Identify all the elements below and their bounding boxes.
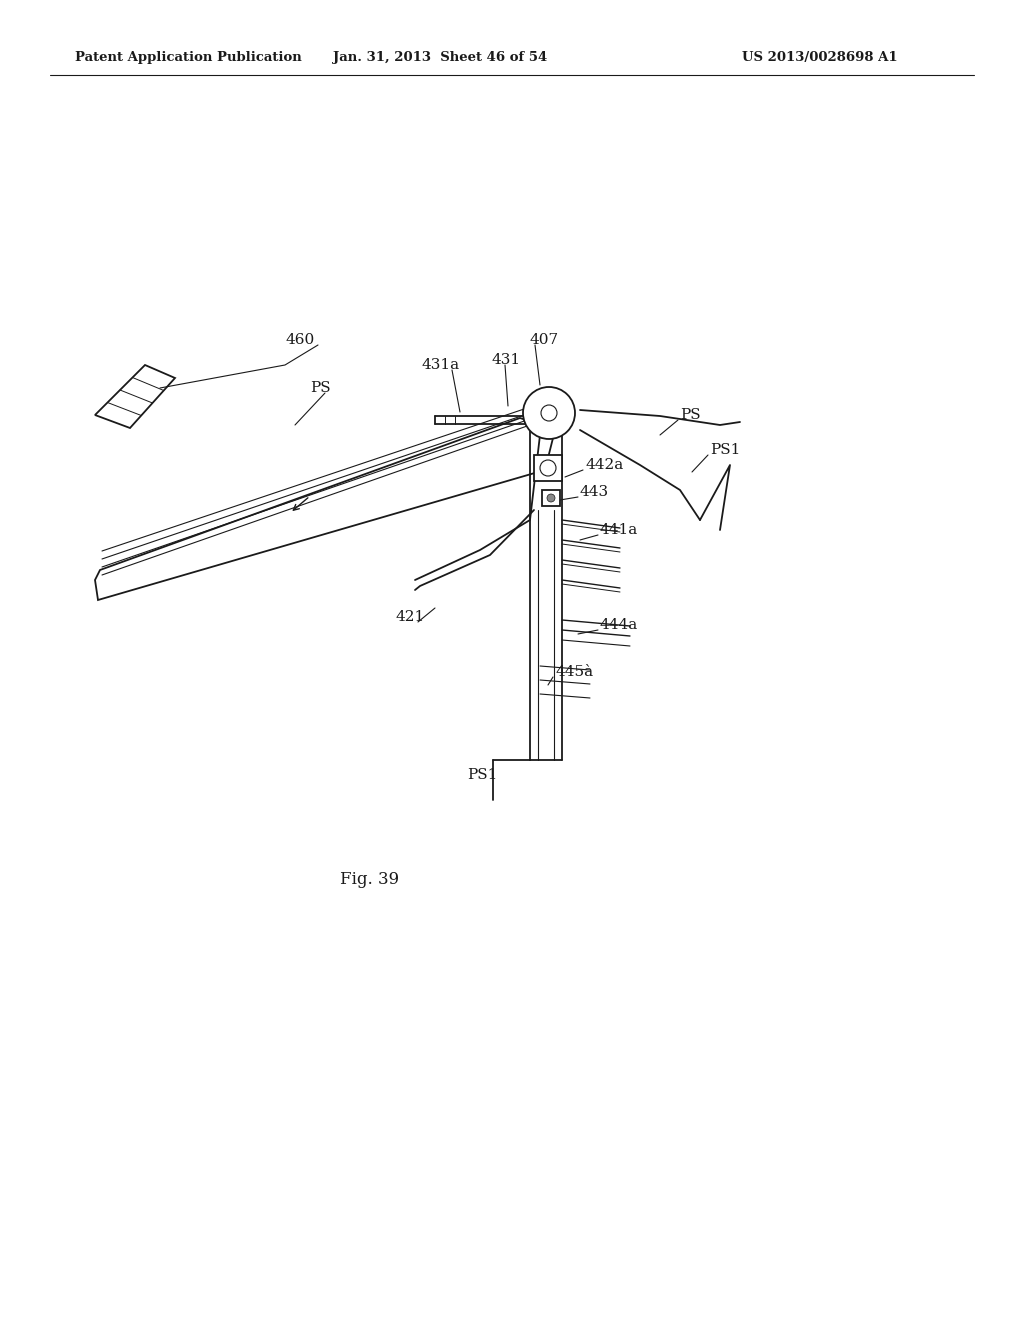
Text: 460: 460 [285, 333, 314, 347]
Text: PS1: PS1 [467, 768, 498, 781]
Text: 444a: 444a [600, 618, 638, 632]
Text: US 2013/0028698 A1: US 2013/0028698 A1 [742, 50, 898, 63]
Text: 441a: 441a [600, 523, 638, 537]
Text: 431a: 431a [422, 358, 460, 372]
Text: PS: PS [680, 408, 700, 422]
Polygon shape [95, 418, 555, 601]
Text: Patent Application Publication: Patent Application Publication [75, 50, 302, 63]
Text: 445à: 445à [555, 665, 593, 678]
Circle shape [547, 494, 555, 502]
Text: PS: PS [310, 381, 331, 395]
Text: PS1: PS1 [710, 444, 740, 457]
Polygon shape [95, 366, 175, 428]
Circle shape [523, 387, 575, 440]
Text: 407: 407 [530, 333, 559, 347]
Text: Jan. 31, 2013  Sheet 46 of 54: Jan. 31, 2013 Sheet 46 of 54 [333, 50, 547, 63]
Text: 443: 443 [580, 484, 609, 499]
Text: Fig. 39: Fig. 39 [340, 871, 399, 888]
Text: 442a: 442a [585, 458, 624, 473]
Bar [542, 490, 560, 506]
Circle shape [541, 405, 557, 421]
Text: 421: 421 [395, 610, 424, 624]
Bar [534, 455, 562, 480]
Text: 431: 431 [492, 352, 521, 367]
Circle shape [540, 459, 556, 477]
